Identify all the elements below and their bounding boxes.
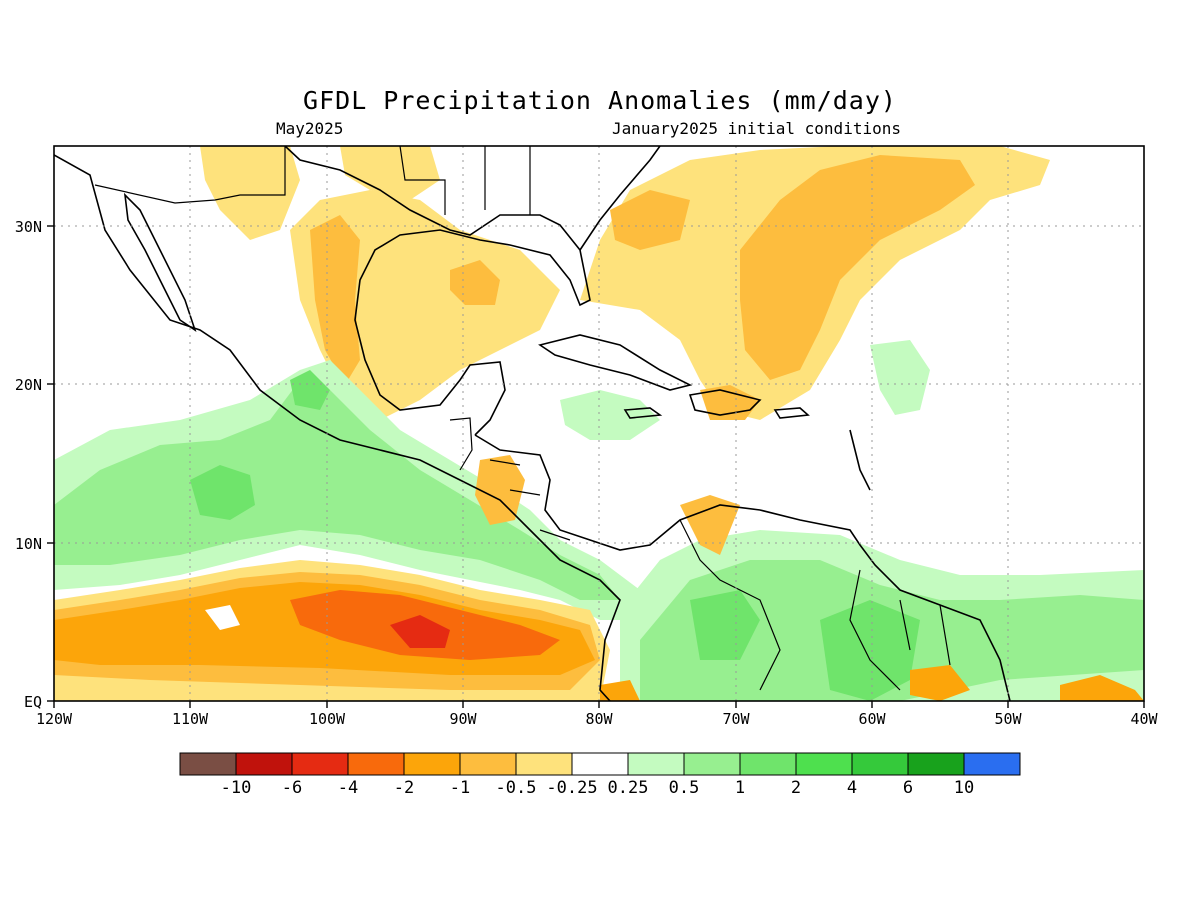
valid-month-label: May2025 <box>276 119 344 138</box>
y-tick-label: 30N <box>15 218 42 236</box>
border-us-states <box>399 146 531 215</box>
legend-label: -2 <box>394 778 414 798</box>
legend-swatch <box>347 752 405 776</box>
x-tick-label: 110W <box>172 710 209 728</box>
legend-label: -10 <box>221 778 252 798</box>
coastline-jamaica <box>623 407 663 419</box>
anomaly-wet-pacific-core <box>190 465 255 520</box>
legend-swatch <box>739 752 797 776</box>
anomaly-wet-atlantic-east <box>870 340 930 415</box>
coastline-mexico-pacific <box>54 154 621 701</box>
legend-labels: -10 -6 -4 -2 -1 -0.5 -0.25 0.25 0.5 1 2 4 6 10 <box>221 778 975 798</box>
map-title: GFDL Precipitation Anomalies (mm/day) <box>303 86 897 115</box>
anomaly-dry-atlantic-se <box>1060 675 1144 701</box>
border-us-mexico <box>94 146 286 204</box>
coastline-lesser-antilles <box>849 429 871 491</box>
legend-colorbar <box>179 752 1021 776</box>
anomaly-dry-venezuela <box>680 495 740 555</box>
legend-label: 0.5 <box>669 778 700 798</box>
coastline-gulf-of-mexico <box>284 146 591 436</box>
legend-swatch <box>851 752 909 776</box>
x-tick-label: 80W <box>585 710 613 728</box>
legend-label: 0.25 <box>608 778 649 798</box>
coastline-us-east <box>579 146 661 251</box>
coastline-baja <box>123 192 197 332</box>
legend-swatch <box>683 752 741 776</box>
x-tick-label: 70W <box>722 710 750 728</box>
axis-ticks <box>47 225 1145 708</box>
border-colombia-venezuela <box>679 519 781 691</box>
init-conditions-label: January2025 initial conditions <box>612 119 901 138</box>
border-central-america <box>489 459 571 541</box>
border-venezuela-guyana <box>849 569 901 691</box>
y-tick-label: 20N <box>15 376 42 394</box>
legend-label: 2 <box>791 778 801 798</box>
anomaly-dry-white-spot <box>205 605 240 630</box>
legend-label: -0.5 <box>496 778 537 798</box>
x-tick-label: 120W <box>36 710 73 728</box>
legend-swatch <box>795 752 853 776</box>
legend-label: 6 <box>903 778 913 798</box>
legend-swatch <box>963 752 1021 776</box>
country-borders <box>94 146 951 691</box>
y-tick-label: EQ <box>24 693 42 711</box>
x-tick-label: 100W <box>309 710 346 728</box>
anomaly-dry-colombia <box>600 680 640 701</box>
anomaly-wet-pacific-medium <box>54 380 620 600</box>
coastline-hispaniola <box>688 389 762 416</box>
border-guatemala <box>449 417 473 471</box>
anomaly-dry-florida <box>610 190 690 250</box>
legend-swatch <box>515 752 573 776</box>
anomaly-dry-nicaragua <box>475 455 525 525</box>
legend-label: -1 <box>450 778 470 798</box>
anomaly-dry-itcz-extreme <box>390 615 450 648</box>
coastlines <box>54 146 1011 701</box>
legend-label: -6 <box>282 778 302 798</box>
y-tick-label: 10N <box>15 535 42 553</box>
anomaly-wet-sa-core <box>820 600 920 701</box>
anomaly-field <box>54 146 1144 701</box>
legend-swatch <box>571 752 629 776</box>
x-axis-labels: 120W 110W 100W 90W 80W 70W 60W 50W 40W <box>36 710 1159 728</box>
anomaly-dry-mexico-east <box>310 215 360 385</box>
x-tick-label: 90W <box>449 710 477 728</box>
grid-lines <box>54 146 1144 701</box>
coastline-central-america-caribbean <box>474 434 1011 701</box>
border-guianas <box>899 599 951 666</box>
coastline-puerto-rico <box>773 407 810 419</box>
legend-swatch <box>627 752 685 776</box>
legend-swatch <box>291 752 349 776</box>
legend-label: -4 <box>338 778 358 798</box>
anomaly-dry-texas <box>200 146 300 240</box>
legend-label: -0.25 <box>546 778 597 798</box>
anomaly-wet-caribbean <box>560 390 660 440</box>
coastline-cuba <box>538 334 693 391</box>
anomaly-wet-sa-core-2 <box>690 590 760 660</box>
legend-swatch <box>235 752 293 776</box>
legend-swatch <box>179 752 237 776</box>
legend-label: 1 <box>735 778 745 798</box>
legend-label: 10 <box>954 778 974 798</box>
legend-label: 4 <box>847 778 857 798</box>
anomaly-dry-gulfcoast <box>340 146 440 200</box>
anomaly-wet-pacific-core-2 <box>290 370 330 410</box>
anomaly-dry-brazil <box>910 665 970 701</box>
x-tick-label: 40W <box>1130 710 1158 728</box>
x-tick-label: 50W <box>994 710 1022 728</box>
anomaly-dry-atlantic-core <box>740 155 975 380</box>
legend-swatch <box>459 752 517 776</box>
x-tick-label: 60W <box>858 710 886 728</box>
legend-swatch <box>907 752 965 776</box>
y-axis-labels: EQ 10N 20N 30N <box>15 218 42 711</box>
legend-swatch <box>403 752 461 776</box>
